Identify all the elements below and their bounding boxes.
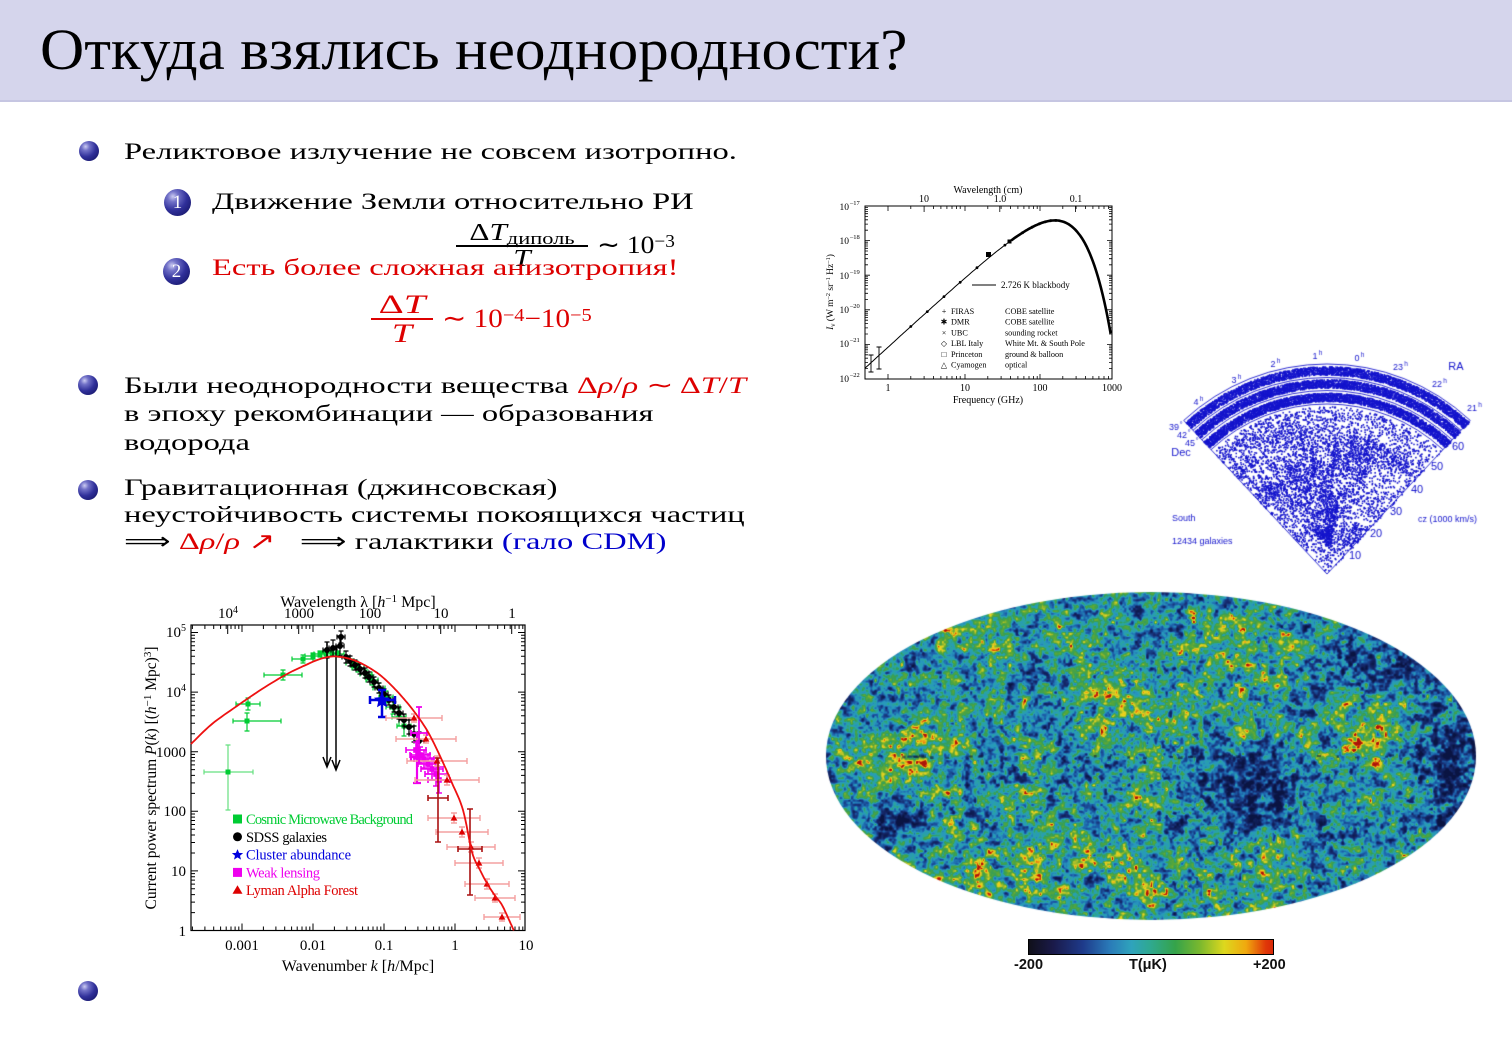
svg-text:COBE satellite: COBE satellite bbox=[1005, 307, 1055, 316]
svg-text:1000: 1000 bbox=[284, 606, 314, 622]
svg-text:10: 10 bbox=[840, 340, 850, 350]
svg-text:1.0: 1.0 bbox=[994, 194, 1007, 205]
svg-text:1000: 1000 bbox=[1102, 383, 1122, 394]
svg-text:100: 100 bbox=[1033, 383, 1048, 394]
svg-text:105: 105 bbox=[166, 623, 186, 641]
svg-text:2.726 K blackbody: 2.726 K blackbody bbox=[1001, 280, 1070, 290]
svg-text:1: 1 bbox=[886, 383, 891, 394]
svg-text:10: 10 bbox=[519, 938, 534, 954]
svg-text:1: 1 bbox=[508, 606, 516, 622]
svg-text:FIRAS: FIRAS bbox=[951, 307, 975, 316]
svg-text:□: □ bbox=[942, 350, 947, 359]
svg-text:10: 10 bbox=[919, 194, 929, 205]
svg-text:–20: –20 bbox=[849, 303, 860, 310]
svg-text:1000: 1000 bbox=[156, 745, 186, 761]
svg-text:ground & balloon: ground & balloon bbox=[1005, 350, 1063, 359]
svg-text:LBL Italy: LBL Italy bbox=[951, 339, 984, 348]
svg-text:Weak lensing: Weak lensing bbox=[246, 865, 320, 881]
svg-text:0.1: 0.1 bbox=[375, 938, 394, 954]
svg-text:Wavelength λ [h−1 Mpc]: Wavelength λ [h−1 Mpc] bbox=[280, 593, 435, 611]
svg-text:1: 1 bbox=[179, 924, 187, 940]
svg-text:△: △ bbox=[941, 361, 948, 370]
svg-text:Cluster abundance: Cluster abundance bbox=[246, 848, 351, 864]
svg-text:–17: –17 bbox=[849, 200, 861, 207]
svg-text:COBE satellite: COBE satellite bbox=[1005, 318, 1055, 327]
svg-text:Current power spectrum P(k) [(: Current power spectrum P(k) [(h−1 Mpc)3] bbox=[142, 646, 160, 909]
svg-text:SDSS galaxies: SDSS galaxies bbox=[246, 830, 327, 846]
svg-text:Princeton: Princeton bbox=[951, 350, 982, 359]
svg-text:10: 10 bbox=[434, 606, 449, 622]
svg-text:100: 100 bbox=[164, 804, 187, 820]
svg-text:+: + bbox=[942, 307, 947, 316]
svg-text:–18: –18 bbox=[849, 234, 860, 241]
svg-text:0.001: 0.001 bbox=[225, 938, 259, 954]
svg-text:Wavelength (cm): Wavelength (cm) bbox=[954, 185, 1023, 196]
svg-text:100: 100 bbox=[359, 606, 382, 622]
svg-text:0.1: 0.1 bbox=[1070, 194, 1083, 205]
svg-text:10: 10 bbox=[840, 237, 850, 247]
svg-text:0.01: 0.01 bbox=[300, 938, 326, 954]
svg-text:optical: optical bbox=[1005, 361, 1028, 370]
svg-text:Cyamogen: Cyamogen bbox=[951, 361, 986, 370]
svg-text:104: 104 bbox=[218, 605, 238, 622]
svg-text:✱: ✱ bbox=[941, 318, 948, 327]
svg-text:1: 1 bbox=[451, 938, 459, 954]
svg-text:10: 10 bbox=[960, 383, 970, 394]
svg-text:Lyman Alpha Forest: Lyman Alpha Forest bbox=[246, 883, 358, 899]
svg-text:Frequency (GHz): Frequency (GHz) bbox=[953, 395, 1023, 406]
svg-text:10: 10 bbox=[840, 272, 850, 282]
svg-text:sounding rocket: sounding rocket bbox=[1005, 328, 1058, 337]
svg-text:◇: ◇ bbox=[941, 339, 948, 348]
svg-text:Wavenumber k [h/Mpc]: Wavenumber k [h/Mpc] bbox=[282, 958, 434, 975]
svg-text:×: × bbox=[942, 328, 947, 337]
svg-text:–22: –22 bbox=[849, 372, 860, 379]
svg-text:10: 10 bbox=[840, 203, 850, 213]
svg-text:10: 10 bbox=[840, 375, 850, 385]
svg-text:DMR: DMR bbox=[951, 318, 970, 327]
svg-text:104: 104 bbox=[166, 683, 186, 701]
svg-text:10: 10 bbox=[171, 864, 186, 880]
svg-text:UBC: UBC bbox=[951, 328, 968, 337]
svg-text:–21: –21 bbox=[849, 337, 860, 344]
svg-text:–19: –19 bbox=[849, 269, 860, 276]
svg-text:Iν (W m–2 sr–1 Hz–1): Iν (W m–2 sr–1 Hz–1) bbox=[825, 254, 837, 331]
svg-text:Cosmic Microwave Background: Cosmic Microwave Background bbox=[246, 812, 414, 828]
svg-text:White Mt. & South Pole: White Mt. & South Pole bbox=[1005, 339, 1085, 348]
svg-text:10: 10 bbox=[840, 306, 850, 316]
